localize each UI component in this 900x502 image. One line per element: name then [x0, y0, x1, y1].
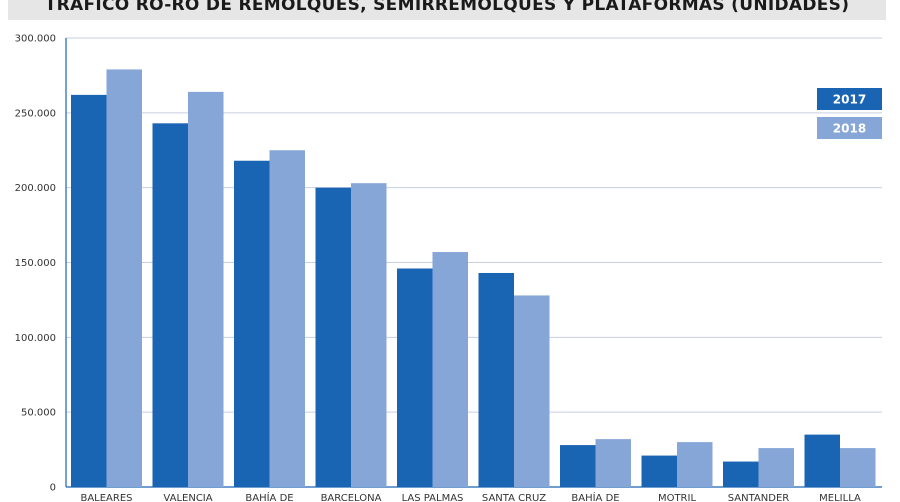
- y-tick-label: 250.000: [15, 108, 56, 119]
- bar-layer: [71, 69, 876, 488]
- x-category-label: BARCELONA: [321, 493, 382, 502]
- bar-2018: [106, 69, 142, 488]
- bar-2017: [723, 461, 759, 487]
- bar-2017: [152, 123, 188, 487]
- y-tick-label: 200.000: [15, 183, 56, 194]
- bar-2017: [397, 268, 433, 487]
- bar-2018: [432, 252, 468, 487]
- y-tick-label: 50.000: [21, 408, 56, 419]
- y-tick-label: 0: [50, 483, 56, 494]
- bar-2017: [804, 434, 840, 487]
- x-category-label: VALENCIA: [163, 493, 212, 502]
- y-tick-label: 150.000: [15, 258, 56, 269]
- bar-2017: [478, 272, 514, 487]
- bar-2018: [677, 442, 713, 487]
- x-category-label: MOTRIL: [658, 493, 697, 502]
- legend-swatch-2017: [817, 88, 882, 110]
- bar-2017: [315, 187, 351, 487]
- x-category-label: BAHÍA DE: [245, 491, 293, 502]
- bar-2018: [514, 295, 550, 487]
- x-category-label: MELILLA: [819, 493, 861, 502]
- label-layer: 0 50.000 100.000 150.000 200.000 250.000 300.0…: [15, 34, 861, 502]
- bar-2018: [595, 439, 631, 487]
- x-category-label: LAS PALMAS: [402, 493, 464, 502]
- legend-label: 2018: [833, 122, 866, 136]
- y-tick-label: 300.000: [15, 34, 56, 45]
- x-category-label: BALEARES: [80, 493, 132, 502]
- bar-2018: [351, 183, 387, 487]
- x-category-label: SANTA CRUZ: [482, 493, 546, 502]
- bar-2017: [234, 160, 270, 487]
- bar-2018: [269, 150, 305, 487]
- legend-swatch-2018: [817, 117, 882, 139]
- bar-2018: [188, 91, 224, 487]
- legend: 2017 2018: [817, 88, 882, 139]
- chart-title: TRÁFICO RO-RO DE REMOLQUES, SEMIRREMOLQU…: [44, 0, 850, 15]
- title-bar: TRÁFICO RO-RO DE REMOLQUES, SEMIRREMOLQU…: [8, 0, 886, 20]
- legend-label: 2017: [833, 93, 866, 107]
- x-category-label: BAHÍA DE: [571, 491, 619, 502]
- bar-2017: [560, 445, 596, 487]
- x-category-label: SANTANDER: [728, 493, 790, 502]
- y-tick-label: 100.000: [15, 333, 56, 344]
- bar-2018: [840, 448, 876, 487]
- bar-2018: [758, 448, 794, 487]
- bar-2017: [641, 455, 677, 487]
- bar-2017: [71, 94, 107, 487]
